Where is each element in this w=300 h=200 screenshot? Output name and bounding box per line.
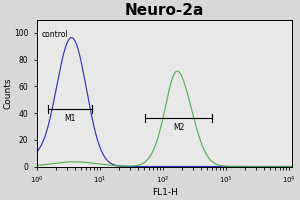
Text: M1: M1 <box>64 114 76 123</box>
Text: M2: M2 <box>173 123 184 132</box>
Y-axis label: Counts: Counts <box>4 77 13 109</box>
Title: Neuro-2a: Neuro-2a <box>125 3 204 18</box>
Text: control: control <box>42 30 68 39</box>
X-axis label: FL1-H: FL1-H <box>152 188 178 197</box>
